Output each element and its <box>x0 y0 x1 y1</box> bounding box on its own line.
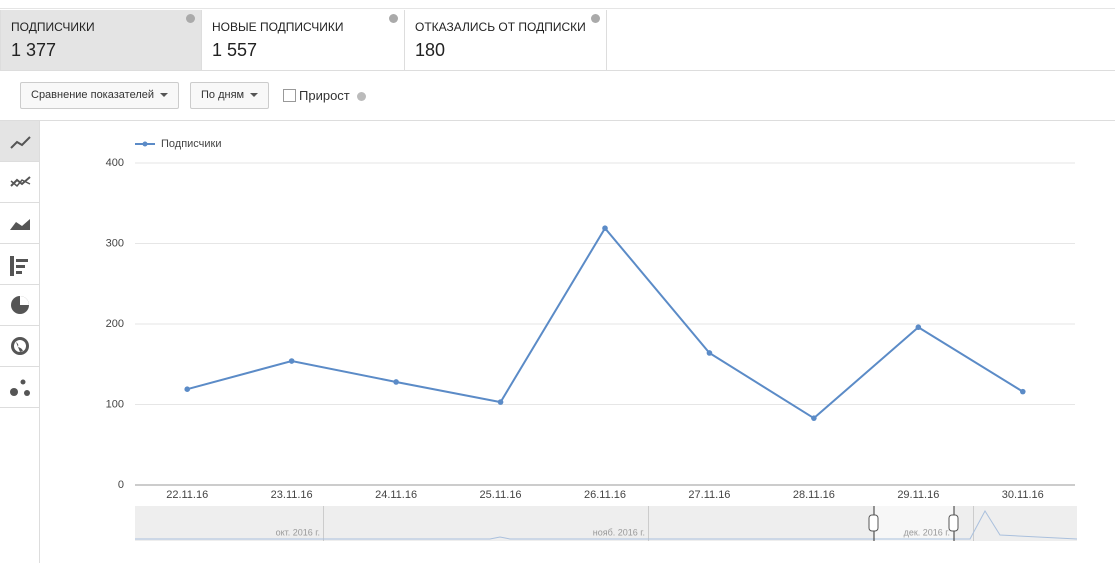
y-tick-label: 300 <box>106 237 124 249</box>
period-button[interactable]: По дням <box>190 82 270 109</box>
metric-tab[interactable]: ПОДПИСЧИКИ 1 377 <box>0 10 202 71</box>
navigator-label: окт. 2016 г. <box>276 527 320 537</box>
x-tick-label: 28.11.16 <box>793 489 835 501</box>
tab-label: НОВЫЕ ПОДПИСЧИКИ <box>212 20 344 34</box>
top-border <box>0 8 1115 9</box>
tab-value: 1 557 <box>212 40 258 60</box>
legend-label: Подписчики <box>161 138 222 150</box>
metric-tab[interactable]: НОВЫЕ ПОДПИСЧИКИ 1 557 <box>202 10 405 71</box>
tab-label: ОТКАЗАЛИСЬ ОТ ПОДПИСКИ <box>415 20 586 34</box>
bar-icon[interactable] <box>10 256 28 276</box>
chart-type-sidebar <box>0 120 40 563</box>
x-tick-label: 30.11.16 <box>1002 489 1044 501</box>
y-tick-label: 0 <box>118 479 124 491</box>
selected-type <box>0 121 39 161</box>
navigator-handle[interactable] <box>948 514 959 532</box>
bubble-icon[interactable] <box>10 388 18 396</box>
x-tick-label: 29.11.16 <box>897 489 939 501</box>
x-tick-label: 24.11.16 <box>375 489 417 501</box>
data-point <box>811 415 817 421</box>
chart: Подписчики окт. 2016 г. нояб. 2016 г. де… <box>106 138 1078 541</box>
area-icon[interactable] <box>10 219 30 230</box>
divider <box>0 120 1115 121</box>
checkbox-label: Прирост <box>299 88 350 103</box>
divider <box>607 70 1115 71</box>
help-icon[interactable] <box>591 14 600 23</box>
x-tick-label: 25.11.16 <box>480 489 522 501</box>
checkbox[interactable] <box>283 89 296 102</box>
x-tick-label: 26.11.16 <box>584 489 626 501</box>
tab-value: 1 377 <box>11 40 57 60</box>
legend-swatch-dot <box>142 141 148 147</box>
x-tick-label: 23.11.16 <box>271 489 313 501</box>
y-tick-label: 100 <box>106 398 124 410</box>
tab-label: ПОДПИСЧИКИ <box>11 20 95 34</box>
x-tick-label: 22.11.16 <box>166 489 208 501</box>
help-icon[interactable] <box>389 14 398 23</box>
button-label: По дням <box>201 89 245 101</box>
navigator-label: нояб. 2016 г. <box>593 527 645 537</box>
compare-button[interactable]: Сравнение показателей <box>20 82 179 109</box>
help-icon[interactable] <box>357 92 366 101</box>
x-tick-label: 27.11.16 <box>688 489 730 501</box>
y-tick-label: 200 <box>106 318 124 330</box>
data-point <box>184 386 191 393</box>
tab-value: 180 <box>415 40 446 60</box>
line-icon[interactable] <box>10 136 31 149</box>
navigator-trace <box>135 510 1078 540</box>
data-point <box>1019 388 1026 395</box>
data-point <box>393 379 399 385</box>
data-point <box>497 399 504 405</box>
data-point <box>602 225 608 232</box>
metric-tab[interactable]: ОТКАЗАЛИСЬ ОТ ПОДПИСКИ 180 <box>405 10 607 71</box>
data-point <box>288 358 295 364</box>
navigator-label: дек. 2016 г. <box>904 527 950 537</box>
navigator-window[interactable] <box>874 506 954 541</box>
data-point <box>915 324 922 331</box>
data-point <box>706 350 713 356</box>
navigator-handle[interactable] <box>868 514 879 532</box>
help-icon[interactable] <box>186 14 195 23</box>
y-tick-label: 400 <box>106 157 124 169</box>
series-line <box>186 226 1024 420</box>
button-label: Сравнение показателей <box>31 89 154 101</box>
